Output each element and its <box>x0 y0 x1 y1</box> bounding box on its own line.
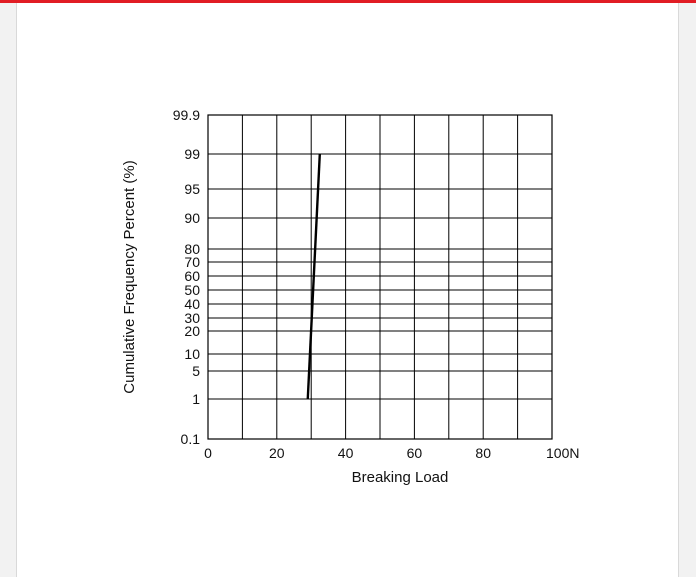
x-tick-label: 40 <box>338 445 354 461</box>
y-tick-label: 20 <box>184 323 200 339</box>
y-tick-label: 70 <box>184 254 200 270</box>
x-tick-label: 60 <box>407 445 423 461</box>
x-tick-label: 20 <box>269 445 285 461</box>
x-tick-labels: 0 20 40 60 80 100N <box>204 445 579 461</box>
y-tick-label: 60 <box>184 268 200 284</box>
y-tick-label: 95 <box>184 181 200 197</box>
y-tick-label: 90 <box>184 210 200 226</box>
y-tick-label: 80 <box>184 241 200 257</box>
grid <box>207 114 553 440</box>
x-axis-title: Breaking Load <box>352 469 449 486</box>
y-tick-label: 10 <box>184 346 200 362</box>
y-tick-label: 99 <box>184 146 200 162</box>
y-tick-label: 5 <box>192 363 200 379</box>
plot-frame <box>207 114 553 440</box>
y-tick-label: 1 <box>192 391 200 407</box>
series-group <box>306 153 321 400</box>
series-line <box>306 153 321 400</box>
top-accent-bar <box>0 0 696 3</box>
y-tick-label: 40 <box>184 296 200 312</box>
x-tick-label: 80 <box>475 445 491 461</box>
y-tick-label: 30 <box>184 310 200 326</box>
y-tick-label: 50 <box>184 282 200 298</box>
y-tick-label: 99.9 <box>173 107 200 123</box>
y-tick-label: 0.1 <box>181 431 201 447</box>
x-tick-label: 100N <box>546 445 579 461</box>
x-tick-label: 0 <box>204 445 212 461</box>
y-axis-title: Cumulative Frequency Percent (%) <box>121 160 138 393</box>
